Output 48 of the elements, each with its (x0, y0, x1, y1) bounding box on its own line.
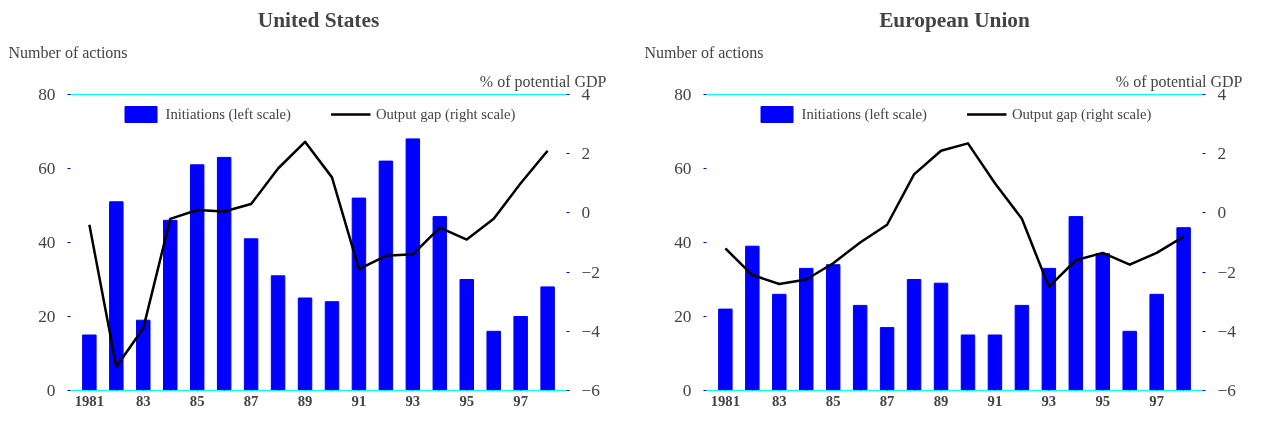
y-tick-label: 40 (674, 233, 692, 252)
y2-tick-label: 2 (581, 144, 591, 164)
x-tick-label: 89 (297, 392, 313, 409)
line-series (88, 140, 549, 369)
chart-title: European Union (879, 7, 1031, 32)
y-tick-label: 0 (682, 381, 692, 400)
y2-tick-label: −4 (1217, 321, 1237, 341)
y2-tick-label: −4 (581, 321, 601, 341)
x-tick-label: 91 (987, 392, 1003, 409)
x-tick-label: 87 (879, 392, 895, 409)
x-tick-label: 83 (771, 392, 787, 409)
legend-label: Initiations (left scale) (165, 105, 291, 123)
x-tick-label: 89 (933, 392, 949, 409)
y2-tick-label: 0 (1217, 203, 1227, 223)
y-tick-label: 0 (46, 381, 56, 400)
y-tick-label: 80 (38, 85, 56, 104)
y-axis-title: Number of actions (8, 43, 128, 61)
y2-tick-label: −6 (581, 381, 601, 400)
y2-tick-label: 0 (581, 203, 591, 223)
x-tick-label: 85 (189, 392, 205, 409)
y-tick-label: 20 (674, 307, 692, 326)
x-tick-label: 91 (351, 392, 367, 409)
y-tick-label: 60 (38, 159, 56, 178)
x-tick-label: 95 (459, 392, 475, 409)
x-tick-label: 85 (825, 392, 841, 409)
x-tick-label: 1981 (710, 392, 741, 409)
y-tick-label: 80 (674, 85, 692, 104)
x-tick-label: 83 (135, 392, 151, 409)
y2-tick-label: −2 (581, 262, 600, 282)
x-tick-label: 87 (243, 392, 259, 409)
x-tick-label: 97 (1149, 392, 1164, 409)
x-tick-label: 1981 (74, 392, 105, 409)
y2-tick-label: −2 (1217, 262, 1236, 282)
y-tick-label: 20 (38, 307, 56, 326)
x-tick-label: 93 (1041, 392, 1057, 409)
y-tick-label: 40 (38, 233, 56, 252)
x-tick-label: 95 (1095, 392, 1111, 409)
legend-label: Initiations (left scale) (801, 105, 927, 123)
y2-tick-label: −6 (1217, 381, 1237, 400)
y-axis-title: Number of actions (644, 43, 764, 61)
x-tick-label: 97 (513, 392, 528, 409)
legend-label: Output gap (right scale) (1011, 105, 1152, 123)
chart-title: United States (257, 7, 380, 32)
x-tick-label: 93 (405, 392, 421, 409)
y-tick-label: 60 (674, 159, 692, 178)
legend-label: Output gap (right scale) (375, 105, 516, 123)
line-series (724, 142, 1185, 289)
y2-tick-label: 2 (1217, 144, 1227, 164)
